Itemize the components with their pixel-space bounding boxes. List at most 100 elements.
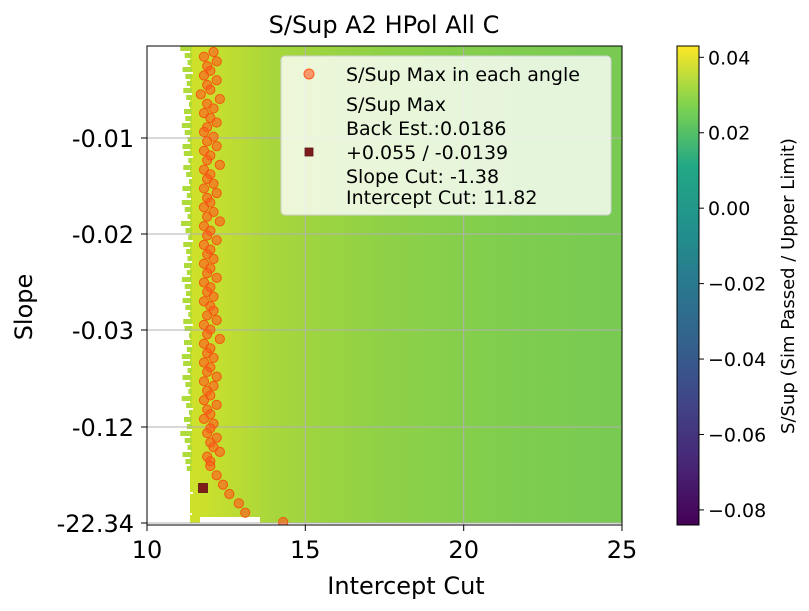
- max-point: [202, 329, 213, 340]
- max-point: [208, 178, 219, 189]
- chart-title: S/Sup A2 HPol All C: [269, 11, 500, 39]
- max-point: [195, 89, 206, 100]
- heatmap-edge-gap: [180, 450, 191, 452]
- colorbar-gradient: [676, 45, 700, 526]
- max-point: [198, 202, 210, 213]
- heatmap-edge-cell: [183, 361, 192, 366]
- heatmap-edge-gap: [180, 303, 190, 305]
- max-point: [208, 253, 219, 265]
- heatmap-edge-gap: [180, 408, 193, 410]
- x-axis-label: Intercept Cut: [327, 572, 484, 600]
- y-tick-label: -0.01: [72, 125, 134, 153]
- x-tick-label: 10: [132, 536, 163, 564]
- heatmap-edge-rows: [180, 46, 260, 523]
- heatmap-edge-gap: [180, 156, 193, 158]
- x-axis: 10 15 20 25: [132, 525, 637, 564]
- max-point: [217, 479, 229, 490]
- heatmap-edge-cell: [185, 74, 192, 79]
- max-point: [214, 159, 225, 171]
- x-tick-label: 20: [448, 536, 479, 564]
- legend-entry-line: +0.055 / -0.0139: [346, 142, 508, 164]
- heatmap-edge-cell: [189, 333, 192, 338]
- heatmap-edge-cell: [187, 137, 192, 142]
- heatmap-edge-cell: [181, 200, 192, 205]
- heatmap-edge-cell: [185, 459, 192, 464]
- heatmap-edge-cell: [189, 102, 192, 107]
- max-point: [205, 460, 216, 472]
- colorbar-label: S/Sup (Sim Passed / Upper Limit): [778, 138, 799, 434]
- heatmap-edge-cell: [183, 165, 192, 170]
- heatmap-edge-cell: [184, 130, 192, 135]
- plot-frame: [146, 45, 623, 526]
- heatmap-edge-cell: [188, 389, 192, 394]
- max-point: [211, 140, 222, 152]
- heatmap-edge-cell: [180, 431, 192, 436]
- max-point: [205, 84, 216, 95]
- y-tick-label: -22.34: [57, 510, 134, 538]
- y-axis: -0.01 -0.02 -0.03 -0.12 -22.34: [57, 125, 147, 538]
- max-point: [198, 183, 210, 194]
- max-point: [202, 211, 213, 222]
- colorbar-ticks: 0.04 0.02 0.00 −0.02 −0.04 −0.06 −0.08: [699, 47, 766, 522]
- max-point: [202, 136, 213, 147]
- max-point: [240, 507, 251, 518]
- max-point: [211, 188, 222, 199]
- heatmap-edge-cell: [183, 109, 192, 114]
- heatmap-edge-gap: [180, 345, 192, 347]
- max-point: [224, 488, 235, 500]
- heatmap-edge-cell: [182, 298, 192, 303]
- max-point: [208, 46, 219, 58]
- heatmap-edge-cell: [181, 277, 192, 282]
- heatmap-edge-cell: [183, 319, 192, 324]
- legend-box: [280, 55, 612, 216]
- max-point: [198, 395, 210, 406]
- heatmap-edge-cell: [186, 81, 192, 86]
- heatmap-edge-cell: [183, 417, 192, 422]
- heatmap-edge-gap: [180, 471, 190, 473]
- heatmap-edge-cell: [186, 291, 192, 296]
- heatmap-edge-cell: [183, 151, 192, 156]
- max-point: [211, 75, 222, 86]
- colorbar-tick-label: 0.00: [708, 198, 750, 220]
- max-point: [198, 70, 210, 81]
- max-point: [211, 399, 222, 410]
- heatmap-edge-cell: [184, 326, 192, 331]
- overall-max-marker: [198, 483, 208, 493]
- max-point: [214, 216, 225, 227]
- max-point: [198, 126, 210, 138]
- heatmap-edge-cell: [183, 242, 192, 247]
- heatmap-edge-cell: [181, 354, 192, 359]
- legend-entry-line: Back Est.:0.0186: [346, 118, 506, 140]
- heatmap-edge-cell: [188, 158, 192, 163]
- heatmap-edge-gap: [180, 72, 193, 74]
- max-point: [202, 427, 213, 439]
- heatmap-edge-gap: [180, 366, 191, 368]
- max-point: [233, 498, 244, 509]
- heatmap-edge-cell: [181, 123, 192, 128]
- colorbar-tick-label: 0.04: [708, 47, 750, 69]
- heatmap-edge-cell: [188, 312, 192, 317]
- heatmap-edge-cell: [187, 60, 192, 65]
- heatmap-edge-gap: [180, 177, 192, 179]
- heatmap-edge-gap: [180, 387, 190, 389]
- heatmap-edge-cell: [185, 305, 192, 310]
- max-point: [214, 93, 225, 105]
- heatmap-edge-cell: [187, 214, 192, 219]
- heatmap-edge-cell: [185, 382, 192, 387]
- heatmap-edge-gap: [180, 282, 191, 284]
- max-point: [211, 117, 222, 128]
- max-point: [278, 516, 289, 525]
- heatmap-edge-gap: [180, 219, 190, 221]
- heatmap-edge-cell: [187, 445, 192, 450]
- max-point: [211, 235, 222, 246]
- y-tick-label: -0.03: [72, 317, 134, 345]
- max-point: [202, 366, 213, 378]
- colorbar: 0.04 0.02 0.00 −0.02 −0.04 −0.06 −0.08 S/Sup (…: [676, 45, 799, 526]
- heatmap-edge-cell: [186, 347, 192, 352]
- legend-entry-line: Slope Cut: -1.38: [346, 166, 499, 188]
- heatmap-edge-gap: [180, 135, 190, 137]
- heatmap-edge-cell: [185, 228, 192, 233]
- heatmap-edge-cell: [181, 396, 192, 401]
- heatmap-edge-cell: [182, 452, 192, 457]
- heatmap-edge-cell: [184, 438, 192, 443]
